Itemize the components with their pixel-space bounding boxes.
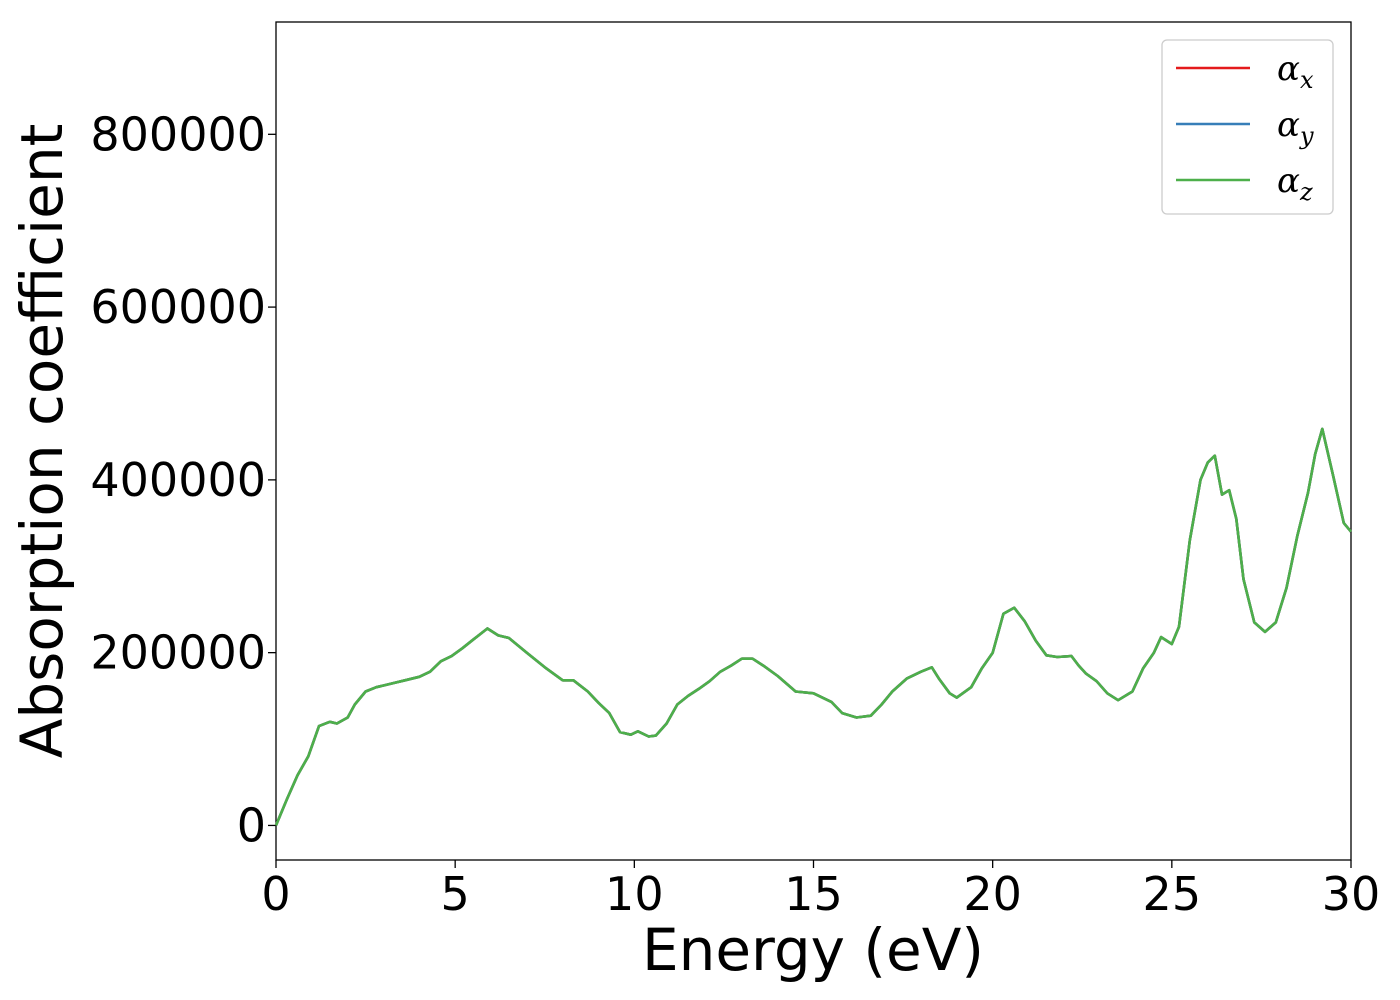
legend-symbol: α [1277,161,1300,201]
series-line-1 [274,427,1352,826]
series-line-3 [274,427,1352,826]
x-tick-label: 30 [1322,867,1381,921]
x-axis-ticks: 0 5 10 15 20 25 30 [261,860,1380,921]
x-tick-label: 10 [605,867,664,921]
legend-subscript: y [1299,122,1314,150]
x-tick-label: 15 [784,867,843,921]
y-tick-label: 600000 [90,280,266,334]
legend-subscript: z [1299,178,1313,206]
x-tick-label: 20 [963,867,1022,921]
y-tick-label: 800000 [90,107,266,161]
legend-box [1161,39,1334,215]
legend-symbol: α [1277,105,1300,145]
series-lines [274,427,1352,826]
legend-label-2: αy [1277,105,1314,150]
legend-label-1: αx [1277,49,1314,94]
legend-symbol: α [1277,49,1300,89]
series-line-2 [274,427,1352,826]
y-tick-label: 400000 [90,453,266,507]
x-tick-label: 5 [441,867,470,921]
y-axis-title: Absorption coefficient [8,124,76,759]
legend-label-3: αz [1277,161,1313,206]
y-tick-label: 0 [237,798,266,852]
x-axis-title: Energy (eV) [642,916,984,984]
x-tick-label: 0 [261,867,290,921]
legend-subscript: x [1300,66,1314,94]
x-tick-label: 25 [1143,867,1202,921]
y-axis-ticks: 0 200000 400000 600000 800000 [90,107,276,852]
y-tick-label: 200000 [90,626,266,680]
